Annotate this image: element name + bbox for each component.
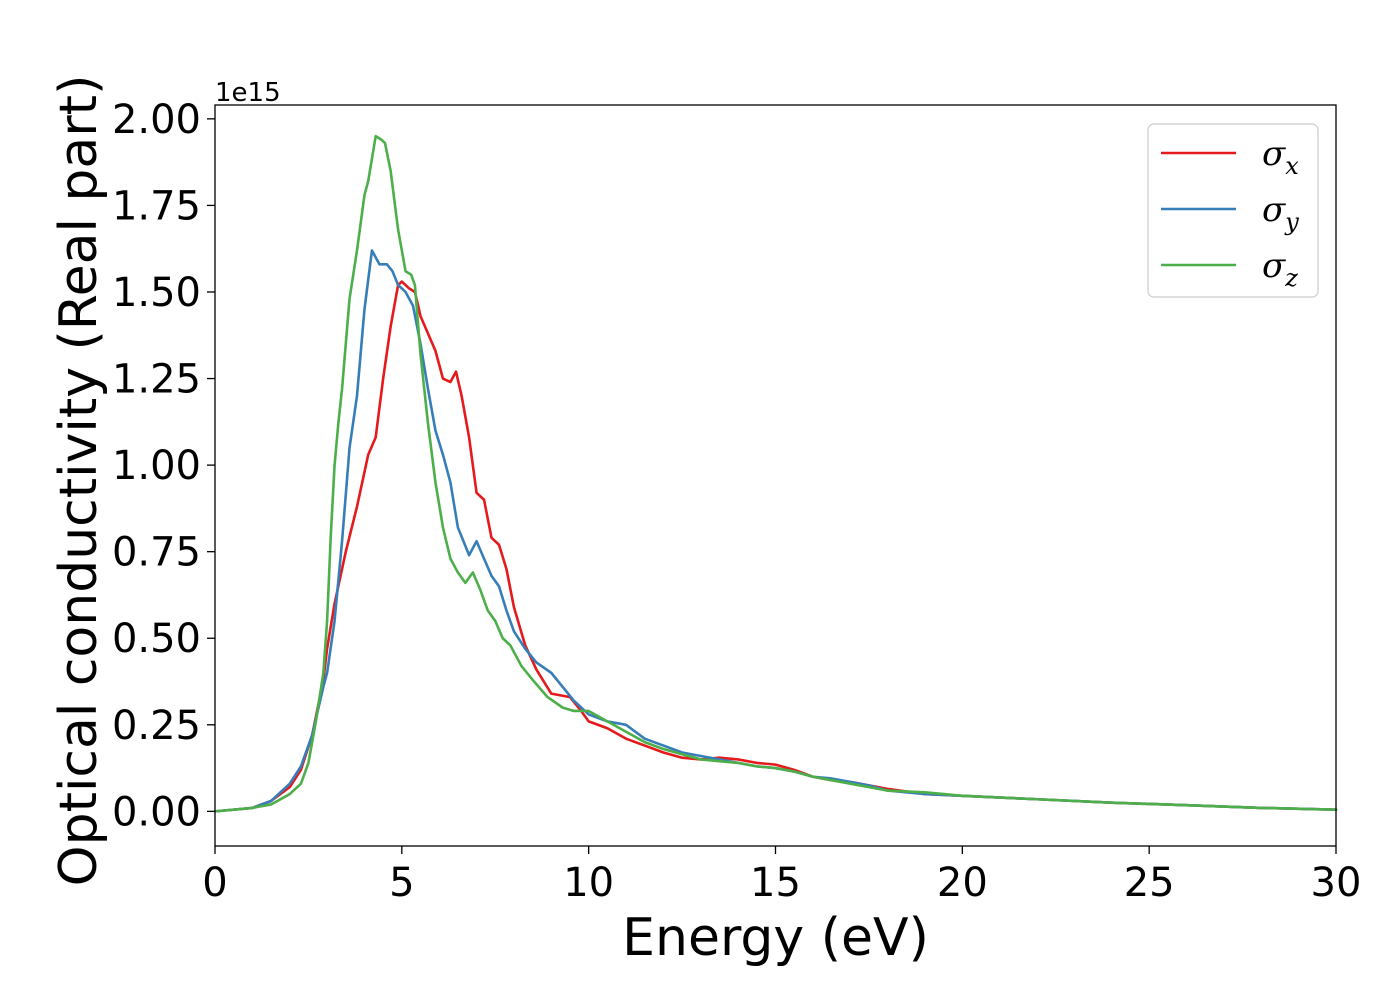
legend-label-subscript: x [1285, 152, 1299, 180]
x-tick-label: 10 [563, 860, 614, 906]
x-tick-label: 20 [937, 860, 988, 906]
x-tick-label: 15 [750, 860, 801, 906]
legend-box [1147, 123, 1319, 298]
legend-label-x: σx [1262, 134, 1299, 180]
y-axis: 0.00 0.25 0.50 0.75 1.00 1.25 1.50 1.75 2.00 [112, 97, 215, 835]
y-offset-text: 1e15 [215, 78, 281, 108]
y-tick-label: 1.50 [112, 270, 201, 316]
legend-label-z: σz [1262, 246, 1298, 292]
legend-label-subscript: y [1284, 208, 1299, 236]
series-line-x [213, 280, 1338, 813]
series-line-y [213, 249, 1338, 813]
y-tick-label: 0.75 [112, 530, 201, 576]
y-tick-label: 1.75 [112, 183, 201, 229]
legend-label-base: σ [1262, 190, 1286, 230]
y-tick-label: 0.50 [112, 616, 201, 662]
legend-label-y: σy [1262, 190, 1299, 236]
x-axis: 0 5 10 15 20 25 30 [202, 846, 1361, 906]
y-tick-label: 2.00 [112, 97, 201, 143]
x-tick-label: 25 [1124, 860, 1175, 906]
legend-label-base: σ [1262, 134, 1286, 174]
y-tick-label: 1.25 [112, 357, 201, 403]
legend-label-subscript: z [1284, 264, 1298, 292]
y-tick-label: 1.00 [112, 443, 201, 489]
x-tick-label: 0 [202, 860, 227, 906]
y-axis-label: Optical conductivity (Real part) [49, 75, 109, 887]
x-tick-label: 5 [389, 860, 414, 906]
x-axis-label: Energy (eV) [622, 908, 929, 968]
y-tick-label: 0.00 [112, 789, 201, 835]
y-tick-label: 0.25 [112, 703, 201, 749]
series-layer [213, 134, 1338, 813]
legend-label-base: σ [1262, 246, 1286, 286]
series-line-z [213, 134, 1338, 813]
x-tick-label: 30 [1311, 860, 1362, 906]
